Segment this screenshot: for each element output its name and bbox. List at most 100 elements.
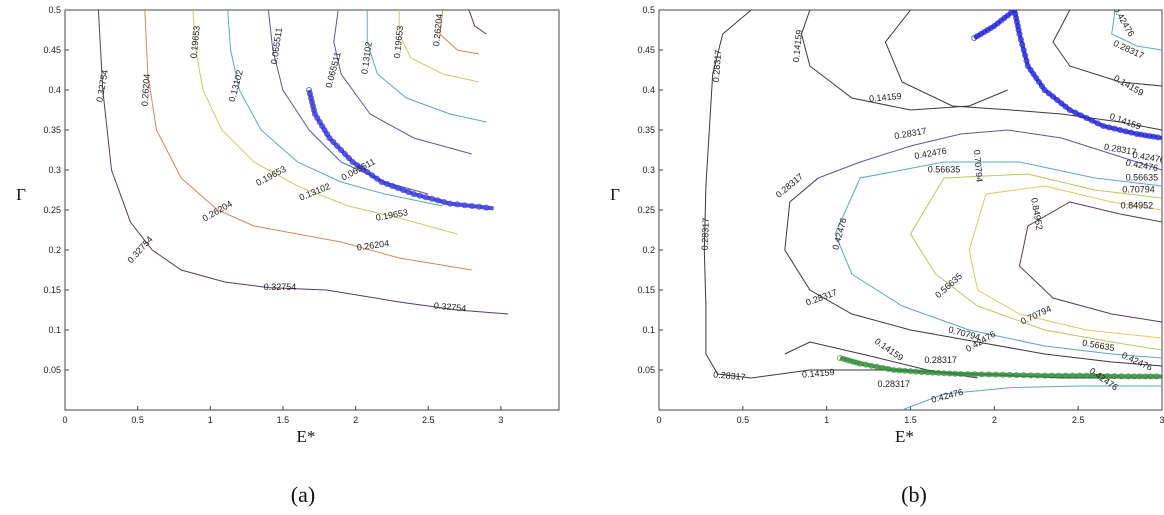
y-tick-label: 0.2 bbox=[642, 245, 655, 255]
contour-label: 0.70794 bbox=[972, 149, 985, 182]
x-tick-label: 2.5 bbox=[422, 415, 435, 425]
contour-plot-a: 0 0.5 1 1.5 2 2.5 3 0.05 0.1 0.15 0.2 0.25 0.3 0.35 0.… bbox=[16, 5, 560, 507]
trajectory-marker bbox=[1090, 372, 1097, 379]
trajectory-marker bbox=[326, 134, 333, 141]
trajectory-marker bbox=[1013, 372, 1020, 379]
trajectory-marker bbox=[310, 107, 317, 114]
chart-panel-b: 0 0.5 1 1.5 2 2.5 3 0.05 0.1 0.15 0.2 0.25 0.3 0.35 0.… bbox=[592, 0, 1164, 515]
trajectory-marker bbox=[354, 162, 361, 169]
plot-area: 0.32754 0.262040.196530.131020.0655110.06… bbox=[94, 10, 509, 315]
trajectory-marker bbox=[1111, 125, 1118, 132]
trajectory-marker bbox=[1055, 372, 1062, 379]
contour-line bbox=[398, 10, 480, 83]
contour-label: 0.42476 bbox=[914, 146, 948, 161]
contour-line bbox=[1052, 10, 1162, 87]
trajectory-marker bbox=[901, 367, 908, 374]
contour-label: 0.13102 bbox=[298, 181, 332, 202]
contour-label: 0.70794 bbox=[1019, 304, 1053, 327]
contour-line bbox=[192, 10, 458, 235]
contour-label: 0.42476 bbox=[1120, 350, 1154, 373]
trajectory-marker bbox=[1024, 63, 1031, 70]
x-tick-label: 2 bbox=[992, 415, 997, 425]
contour-line bbox=[333, 10, 472, 155]
trajectory-marker bbox=[1019, 41, 1026, 48]
trajectory-marker bbox=[896, 367, 903, 374]
trajectory-marker bbox=[400, 186, 407, 193]
trajectory-marker bbox=[868, 362, 875, 369]
x-tick-label: 2.5 bbox=[1072, 415, 1085, 425]
contour-plot-b: 0 0.5 1 1.5 2 2.5 3 0.05 0.1 0.15 0.2 0.25 0.3 0.35 0.… bbox=[610, 5, 1164, 507]
contour-line bbox=[968, 185, 1162, 339]
trajectory-marker bbox=[1022, 52, 1029, 59]
contour-line bbox=[800, 10, 1008, 111]
trajectory-marker bbox=[306, 87, 313, 94]
trajectory-marker bbox=[483, 204, 490, 211]
plot-frame bbox=[658, 9, 1163, 411]
contour-line bbox=[703, 10, 1162, 379]
trajectory-marker bbox=[862, 361, 869, 368]
trajectory-marker bbox=[405, 188, 412, 195]
trajectory-marker bbox=[1013, 18, 1020, 25]
trajectory-marker bbox=[1100, 123, 1107, 130]
trajectory-marker bbox=[1104, 372, 1111, 379]
contour-line bbox=[834, 161, 1162, 359]
plot-area: 0.28317 0.14159 0.14159 0.28317 0.42476 0.566… bbox=[700, 10, 1162, 410]
trajectory-marker bbox=[389, 182, 396, 189]
trajectory-marker bbox=[971, 371, 978, 378]
trajectory-marker bbox=[373, 175, 380, 182]
trajectory-marker bbox=[971, 35, 978, 42]
trajectory-marker bbox=[359, 165, 366, 172]
trajectory-marker bbox=[840, 355, 847, 362]
trajectory-marker bbox=[957, 370, 964, 377]
panel-caption: (b) bbox=[901, 482, 927, 507]
contour-label: 0.84952 bbox=[1121, 200, 1154, 210]
y-tick-label: 0.35 bbox=[43, 125, 61, 135]
trajectory-marker bbox=[1083, 115, 1090, 122]
trajectory-marker bbox=[394, 184, 401, 191]
trajectory-marker bbox=[308, 95, 315, 102]
trajectory-marker bbox=[885, 365, 892, 372]
contour-label: 0.84952 bbox=[1029, 197, 1044, 231]
y-tick-label: 0.1 bbox=[642, 325, 655, 335]
trajectory-marker bbox=[1058, 100, 1065, 107]
trajectory-marker bbox=[843, 356, 850, 363]
trajectory-marker bbox=[853, 359, 860, 366]
y-tick-label: 0.05 bbox=[637, 365, 655, 375]
trajectory-marker bbox=[907, 368, 914, 375]
trajectory-marker bbox=[857, 360, 864, 367]
trajectory-marker bbox=[1146, 132, 1153, 139]
x-tick-label: 0 bbox=[656, 415, 661, 425]
trajectory-marker bbox=[1027, 372, 1034, 379]
x-tick-label: 0.5 bbox=[737, 415, 750, 425]
y-tick-label: 0.1 bbox=[48, 325, 61, 335]
trajectory-marker bbox=[341, 150, 348, 157]
trajectory-marker bbox=[1133, 130, 1140, 137]
contour-label: 0.26204 bbox=[201, 199, 234, 224]
trajectory-marker bbox=[454, 201, 461, 208]
x-tick-label: 0.5 bbox=[131, 415, 144, 425]
trajectory-marker bbox=[338, 146, 345, 153]
trajectory-path bbox=[307, 89, 494, 211]
trajectory-marker bbox=[941, 370, 948, 377]
contour-line bbox=[439, 10, 480, 55]
trajectory-marker bbox=[999, 371, 1006, 378]
contour-label: 0.13102 bbox=[359, 41, 373, 75]
trajectory-marker bbox=[879, 364, 886, 371]
contour-line bbox=[901, 385, 1162, 410]
trajectory-marker bbox=[918, 368, 925, 375]
contour-label: 0.28317 bbox=[893, 126, 927, 141]
trajectory-marker bbox=[946, 370, 953, 377]
trajectory-marker bbox=[384, 180, 391, 187]
contour-label: 0.13102 bbox=[227, 69, 245, 103]
y-tick-label: 0.2 bbox=[48, 245, 61, 255]
y-tick-label: 0.35 bbox=[637, 125, 655, 135]
y-tick-label: 0.3 bbox=[642, 165, 655, 175]
contour-label: 0.28317 bbox=[700, 218, 711, 251]
y-tick-label: 0.4 bbox=[642, 85, 655, 95]
contour-line bbox=[97, 10, 509, 315]
trajectory-marker bbox=[1138, 131, 1145, 138]
trajectory-marker bbox=[1027, 67, 1034, 74]
trajectory-marker bbox=[1041, 87, 1048, 94]
trajectory-marker bbox=[334, 142, 341, 149]
trajectory-path bbox=[839, 356, 1162, 379]
